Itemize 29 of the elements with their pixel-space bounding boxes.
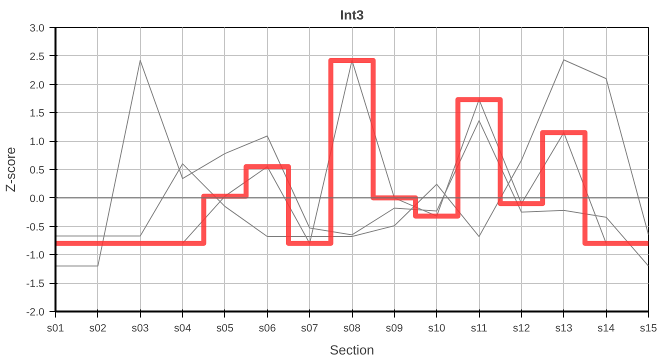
y-tick-label: 0.0 — [30, 192, 45, 205]
y-tick-label: 2.5 — [30, 50, 45, 63]
y-tick-label: 2.0 — [30, 79, 45, 92]
y-tick-label: 3.0 — [30, 22, 45, 34]
y-tick-label: -2.0 — [26, 306, 45, 318]
x-tick-label: s13 — [555, 322, 572, 334]
x-tick-label: s08 — [343, 322, 361, 334]
x-tick-label: s01 — [46, 322, 64, 334]
x-tick-label: s04 — [174, 322, 192, 334]
x-tick-label: s12 — [512, 322, 530, 334]
y-tick-label: 0.5 — [30, 164, 45, 176]
y-tick-label: -1.5 — [26, 278, 45, 290]
x-tick-label: s03 — [132, 322, 149, 334]
x-tick-label: s09 — [386, 322, 404, 334]
y-tick-label: 1.0 — [30, 136, 45, 148]
x-tick-label: s05 — [216, 322, 234, 334]
x-tick-label: s06 — [258, 322, 276, 334]
x-tick-label: s15 — [640, 322, 658, 334]
x-tick-label: s10 — [428, 322, 446, 334]
x-tick-label: s02 — [89, 322, 107, 334]
x-tick-label: s11 — [470, 322, 488, 334]
y-tick-label: -0.5 — [26, 221, 45, 234]
y-axis-title: Z-score — [3, 146, 18, 192]
y-tick-label: 1.5 — [30, 108, 45, 120]
x-axis-title: Section — [330, 342, 374, 358]
x-tick-label: s14 — [598, 322, 615, 334]
x-tick-label: s07 — [301, 322, 318, 334]
chart-title: Int3 — [340, 8, 364, 22]
y-tick-label: -1.0 — [26, 250, 45, 262]
